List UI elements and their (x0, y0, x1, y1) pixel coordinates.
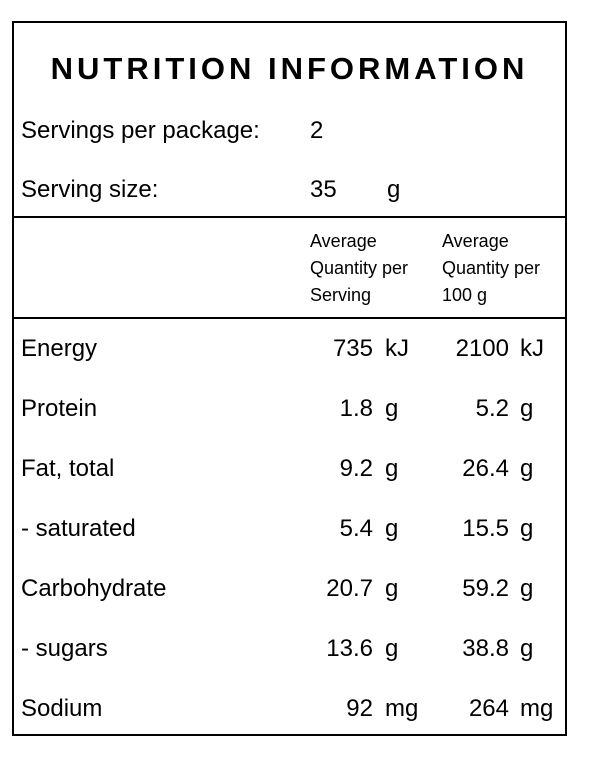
header-line: Average (310, 231, 377, 251)
column-header-per-100g: Average Quantity per 100 g (442, 228, 540, 309)
header-line: 100 g (442, 285, 488, 305)
per-serving-value: 13.6 (326, 635, 373, 662)
header-line: Serving (310, 285, 372, 305)
servings-value: 2 (310, 117, 324, 144)
panel-title: NUTRITION INFORMATION (50, 51, 529, 86)
header-line: Quantity per (310, 258, 409, 278)
per-100g-unit: g (520, 515, 534, 542)
per-serving-unit: g (385, 395, 399, 422)
serving-size-value: 35 (310, 176, 337, 203)
per-serving-value: 20.7 (326, 575, 373, 602)
header-line: Quantity per (442, 258, 541, 278)
per-serving-unit: g (385, 515, 399, 542)
per-serving-value: 735 (332, 335, 373, 362)
per-100g-value: 5.2 (475, 395, 509, 422)
per-serving-unit: kJ (385, 335, 409, 362)
per-serving-value: 1.8 (339, 395, 373, 422)
servings-label: Servings per package: (21, 117, 260, 144)
per-serving-unit: g (385, 575, 399, 602)
per-serving-unit: g (385, 635, 399, 662)
per-100g-value: 2100 (455, 335, 509, 362)
nutrient-name: Sodium (21, 695, 103, 722)
per-100g-value: 59.2 (462, 575, 509, 602)
nutrient-name: Protein (21, 395, 98, 422)
per-100g-value: 38.8 (462, 635, 509, 662)
per-100g-value: 15.5 (462, 515, 509, 542)
per-100g-unit: kJ (520, 335, 544, 362)
nutrient-name: Energy (21, 335, 98, 362)
per-100g-unit: g (520, 575, 534, 602)
nutrient-name: Carbohydrate (21, 575, 167, 602)
column-header-per-serving: Average Quantity per Serving (310, 228, 408, 309)
serving-size-unit: g (387, 176, 401, 203)
nutrient-name: Fat, total (21, 455, 115, 482)
per-100g-unit: g (520, 455, 534, 482)
divider-header (14, 317, 565, 319)
divider-top (14, 216, 565, 218)
per-serving-unit: g (385, 455, 399, 482)
per-100g-unit: g (520, 395, 534, 422)
per-serving-value: 9.2 (339, 455, 373, 482)
nutrient-name: - saturated (21, 515, 136, 542)
per-serving-value: 5.4 (339, 515, 373, 542)
per-100g-value: 26.4 (462, 455, 509, 482)
nutrition-panel: NUTRITION INFORMATION Servings per packa… (12, 21, 567, 736)
per-serving-value: 92 (346, 695, 373, 722)
header-line: Average (442, 231, 509, 251)
per-100g-unit: g (520, 635, 534, 662)
per-100g-unit: mg (520, 695, 554, 722)
per-100g-value: 264 (468, 695, 509, 722)
nutrient-name: - sugars (21, 635, 108, 662)
serving-size-label: Serving size: (21, 176, 159, 203)
per-serving-unit: mg (385, 695, 419, 722)
